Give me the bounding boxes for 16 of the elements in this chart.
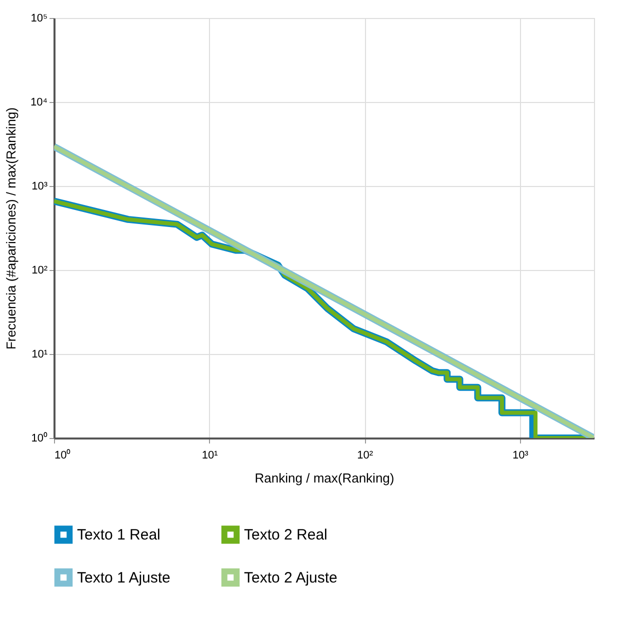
x-tick-label: 10³ [512, 450, 529, 462]
x-axis-title: Ranking / max(Ranking) [254, 470, 394, 486]
y-tick-label: 10⁵ [30, 12, 48, 24]
x-tick-label: 10¹ [202, 450, 218, 462]
legend-label: Texto 2 Ajuste [244, 570, 338, 586]
legend-label: Texto 1 Real [77, 526, 160, 544]
legend-label: Texto 2 Real [244, 526, 328, 544]
y-tick-label: 10⁴ [30, 96, 48, 108]
legend-label: Texto 1 Ajuste [77, 570, 170, 586]
y-tick-label: 10³ [32, 180, 48, 192]
y-axis-title: Frecuencia (#apariciones) / max(Ranking) [4, 107, 19, 350]
y-tick-label: 10¹ [32, 348, 48, 360]
y-tick-label: 10² [32, 264, 48, 276]
x-tick-label: 10² [357, 450, 374, 462]
y-tick-label: 10⁰ [31, 432, 48, 444]
x-tick-label: 10⁰ [54, 448, 71, 462]
